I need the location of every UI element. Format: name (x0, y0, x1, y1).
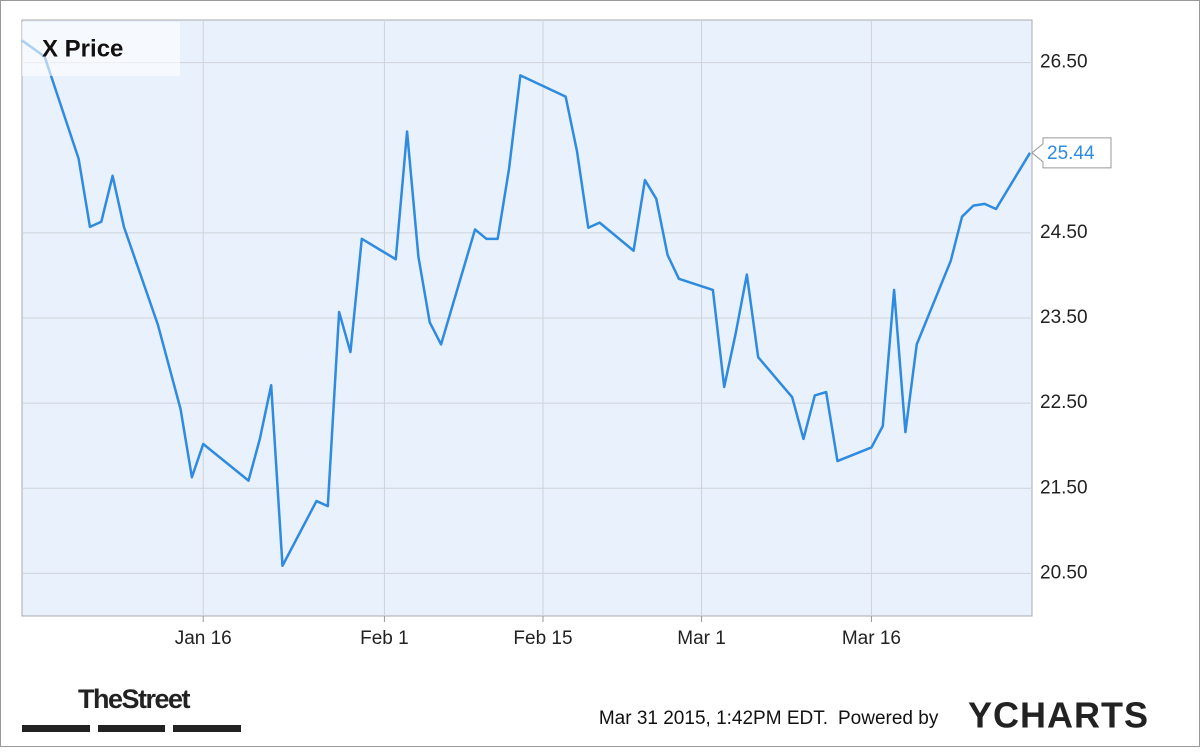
brand-bar (22, 725, 90, 732)
brand-bar (98, 725, 165, 732)
provider-logo: YCHARTS (968, 695, 1149, 736)
powered-by: Powered by (838, 708, 939, 729)
title-box (22, 22, 180, 76)
brand-bar (173, 725, 241, 732)
y-tick-label: 21.50 (1040, 477, 1088, 498)
last-value-label: 25.44 (1047, 143, 1095, 164)
y-tick-label: 26.50 (1040, 52, 1088, 73)
timestamp: Mar 31 2015, 1:42PM EDT. (599, 708, 828, 729)
brand: TheStreet (78, 684, 191, 714)
last-value-box (1031, 137, 1112, 169)
price-line (21, 39, 1032, 568)
y-tick-label: 24.50 (1040, 222, 1088, 243)
chart-title: X Price (42, 35, 123, 62)
y-tick-label: 20.50 (1040, 562, 1088, 583)
x-tick-label: Jan 16 (175, 628, 232, 649)
y-tick-label: 23.50 (1040, 307, 1088, 328)
x-tick-label: Mar 1 (677, 628, 726, 649)
x-tick-label: Feb 15 (513, 628, 572, 649)
x-tick-label: Feb 1 (360, 628, 409, 649)
y-tick-label: 22.50 (1040, 392, 1088, 413)
x-tick-label: Mar 16 (842, 628, 901, 649)
